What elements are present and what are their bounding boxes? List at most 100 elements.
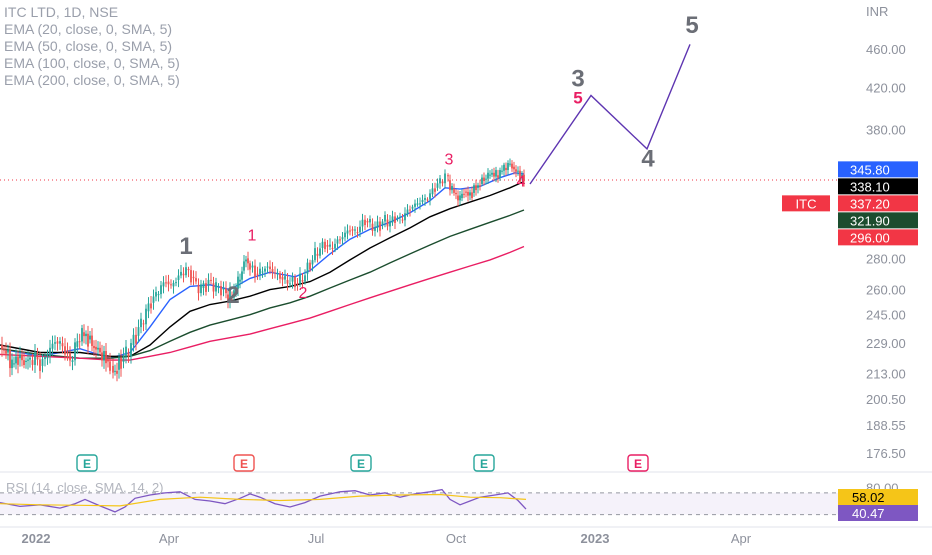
candle[interactable] <box>291 276 294 282</box>
candle[interactable] <box>394 216 396 223</box>
price-axis[interactable]: INR 460.00 420.00 380.00 280.00 260.00 245.00 2… <box>782 4 918 521</box>
rsi-value-box-0[interactable] <box>838 489 918 505</box>
legend-ema20[interactable]: EMA (20, close, 0, SMA, 5) <box>4 21 173 37</box>
candle[interactable] <box>497 175 499 178</box>
candle[interactable] <box>15 356 17 364</box>
candle[interactable] <box>495 170 497 177</box>
candle[interactable] <box>19 354 21 359</box>
candle[interactable] <box>130 343 132 357</box>
candle[interactable] <box>66 350 69 354</box>
candle[interactable] <box>374 227 376 231</box>
rsi-pane[interactable]: RSI (14, close, SMA, 14, 2) <box>0 480 838 516</box>
candle[interactable] <box>13 363 15 365</box>
candle[interactable] <box>150 303 152 309</box>
candle[interactable] <box>513 166 515 170</box>
candle[interactable] <box>97 347 99 350</box>
candle[interactable] <box>517 170 519 172</box>
candle[interactable] <box>11 359 13 369</box>
candle[interactable] <box>431 188 434 195</box>
candle[interactable] <box>515 169 517 172</box>
candle[interactable] <box>309 262 311 270</box>
candle[interactable] <box>449 180 451 191</box>
projection-path[interactable] <box>529 44 691 185</box>
candle[interactable] <box>434 188 436 192</box>
candle[interactable] <box>346 230 349 234</box>
candle[interactable] <box>254 265 256 277</box>
candle[interactable] <box>217 286 220 288</box>
candle[interactable] <box>101 352 103 361</box>
candle[interactable] <box>182 273 185 276</box>
candle[interactable] <box>41 359 44 366</box>
candle[interactable] <box>406 209 409 215</box>
candle[interactable] <box>175 282 177 284</box>
candle[interactable] <box>421 199 424 203</box>
candle[interactable] <box>459 195 461 201</box>
candle[interactable] <box>457 195 459 201</box>
candle[interactable] <box>401 219 404 221</box>
candle[interactable] <box>483 177 485 181</box>
rsi-value-box-1[interactable] <box>838 505 918 521</box>
candle[interactable] <box>1 345 3 350</box>
symbol-title[interactable]: ITC LTD, 1D, NSE <box>4 4 119 20</box>
candle[interactable] <box>336 239 339 244</box>
candle[interactable] <box>441 181 444 184</box>
candle[interactable] <box>69 353 71 361</box>
candle[interactable] <box>501 170 503 172</box>
candle[interactable] <box>284 276 286 280</box>
candle[interactable] <box>127 352 130 357</box>
candle[interactable] <box>91 335 93 346</box>
candle[interactable] <box>9 349 11 369</box>
candle[interactable] <box>87 333 89 347</box>
candle[interactable] <box>195 278 197 282</box>
candle[interactable] <box>329 244 331 247</box>
candle[interactable] <box>89 335 91 340</box>
candle[interactable] <box>245 259 247 262</box>
candle[interactable] <box>83 332 85 337</box>
candle[interactable] <box>399 216 401 218</box>
candle[interactable] <box>46 356 49 359</box>
candle[interactable] <box>266 266 269 268</box>
candle[interactable] <box>162 282 165 287</box>
candle[interactable] <box>29 357 31 360</box>
candle[interactable] <box>369 218 371 223</box>
candle[interactable] <box>105 351 107 364</box>
candle[interactable] <box>511 163 513 169</box>
candle[interactable] <box>132 334 135 346</box>
candle[interactable] <box>261 271 264 273</box>
candle[interactable] <box>331 247 334 249</box>
candle[interactable] <box>165 282 167 284</box>
candle[interactable] <box>339 239 341 241</box>
candle[interactable] <box>481 177 483 184</box>
candle[interactable] <box>299 273 301 284</box>
candle[interactable] <box>197 284 200 294</box>
candle[interactable] <box>85 333 87 337</box>
candle[interactable] <box>7 349 9 353</box>
legend-ema50[interactable]: EMA (50, close, 0, SMA, 5) <box>4 38 173 54</box>
candle[interactable] <box>314 248 316 261</box>
candle[interactable] <box>215 282 217 292</box>
candle[interactable] <box>120 357 122 369</box>
candle[interactable] <box>447 175 449 177</box>
candle[interactable] <box>391 216 394 223</box>
rsi-legend[interactable]: RSI (14, close, SMA, 14, 2) <box>6 480 164 495</box>
candle[interactable] <box>316 253 319 256</box>
candle[interactable] <box>76 341 79 347</box>
candle[interactable] <box>109 361 111 371</box>
candle[interactable] <box>276 273 279 275</box>
candle[interactable] <box>475 185 477 191</box>
candle[interactable] <box>125 346 127 356</box>
candle[interactable] <box>259 268 261 275</box>
candle[interactable] <box>99 347 101 353</box>
candle[interactable] <box>49 347 51 357</box>
candle[interactable] <box>212 283 215 292</box>
candle[interactable] <box>235 288 237 292</box>
candle[interactable] <box>499 170 501 178</box>
candle[interactable] <box>461 193 463 199</box>
candle[interactable] <box>523 174 525 182</box>
candle[interactable] <box>503 164 505 171</box>
candle[interactable] <box>202 283 205 289</box>
candle[interactable] <box>493 172 495 177</box>
candle[interactable] <box>296 283 299 285</box>
candles[interactable] <box>1 158 525 382</box>
candle[interactable] <box>344 232 346 238</box>
